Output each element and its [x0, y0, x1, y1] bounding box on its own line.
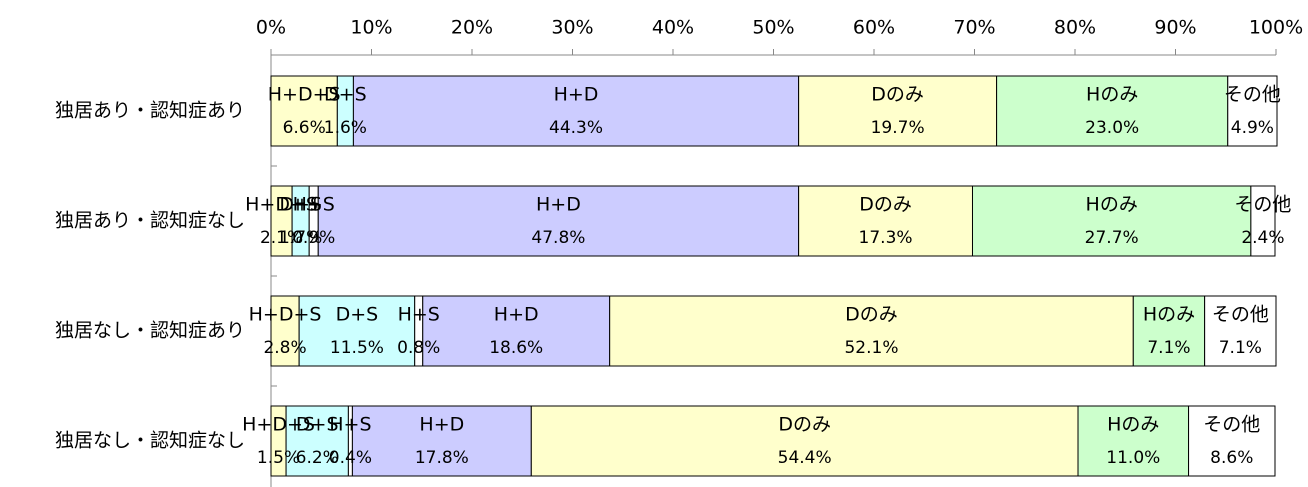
x-tick-label: 70%	[953, 17, 995, 39]
bar-segment	[798, 75, 998, 147]
segment-name: H+D	[554, 84, 599, 106]
segment-name: Hのみ	[1107, 414, 1159, 436]
value-label: 47.8%	[531, 228, 585, 248]
bar-segment	[609, 295, 1134, 367]
x-tick-label: 10%	[350, 17, 392, 39]
segment-name: H+S	[329, 414, 371, 436]
segment-name: H+D	[494, 304, 539, 326]
value-label: 52.1%	[844, 338, 898, 358]
value-label: 1.6%	[324, 118, 367, 138]
x-tick-label: 30%	[551, 17, 593, 39]
bar-segment	[317, 185, 800, 257]
value-label: 4.9%	[1231, 118, 1274, 138]
segment-name: H+D+S	[268, 84, 341, 106]
segment-name: その他	[1224, 84, 1281, 106]
bar-segment	[530, 405, 1079, 477]
segment-name: D+S	[279, 194, 322, 216]
value-label: 8.6%	[1210, 448, 1253, 468]
segment-name: D+S	[324, 84, 367, 106]
segment-name: D+S	[336, 304, 379, 326]
bar-segment	[798, 185, 973, 257]
x-tick-label: 20%	[451, 17, 493, 39]
value-label: 0.4%	[329, 448, 372, 468]
value-label: 17.3%	[859, 228, 913, 248]
value-label: 19.7%	[871, 118, 925, 138]
value-label: 1.5%	[257, 448, 300, 468]
category-label: 独居あり・認知症あり	[55, 100, 245, 122]
segment-name: Dのみ	[859, 194, 912, 216]
value-label: 2.4%	[1241, 228, 1284, 248]
segment-name: その他	[1212, 304, 1269, 326]
segment-name: H+D+S	[245, 194, 318, 216]
value-label: 44.3%	[549, 118, 603, 138]
bar-segment	[285, 405, 349, 477]
segment-name: Dのみ	[871, 84, 924, 106]
bar-segment	[298, 295, 416, 367]
bar-segment	[351, 405, 532, 477]
x-tick-label: 100%	[1249, 17, 1303, 39]
value-label: 6.2%	[296, 448, 339, 468]
value-label: 18.6%	[489, 338, 543, 358]
category-label: 独居なし・認知症あり	[55, 320, 245, 342]
segment-name: Hのみ	[1086, 194, 1138, 216]
value-label: 2.8%	[263, 338, 306, 358]
value-label: 2.1%	[260, 228, 303, 248]
segment-name: その他	[1234, 194, 1291, 216]
bar-segment	[1188, 405, 1276, 477]
segment-name: Dのみ	[845, 304, 898, 326]
value-label: 17.8%	[415, 448, 469, 468]
value-label: 11.5%	[330, 338, 384, 358]
segment-name: Hのみ	[1086, 84, 1138, 106]
value-label: 23.0%	[1085, 118, 1139, 138]
bar-segment	[1204, 295, 1277, 367]
value-label: 54.4%	[778, 448, 832, 468]
bar-segment	[270, 75, 338, 147]
value-label: 7.1%	[1219, 338, 1262, 358]
segment-name: H+D+S	[249, 304, 322, 326]
segment-name: H+D	[419, 414, 464, 436]
x-tick-label: 60%	[853, 17, 895, 39]
bar-segment	[270, 295, 300, 367]
bar-segment	[1250, 185, 1276, 257]
segment-name: その他	[1203, 414, 1260, 436]
segment-name: Dのみ	[778, 414, 831, 436]
value-label: 1.7%	[279, 228, 322, 248]
value-label: 11.0%	[1106, 448, 1160, 468]
segment-name: H+D+S	[242, 414, 315, 436]
x-tick-label: 80%	[1054, 17, 1096, 39]
bar-segment	[996, 75, 1229, 147]
x-tick-label: 90%	[1154, 17, 1196, 39]
value-label: 7.1%	[1147, 338, 1190, 358]
segment-name: D+S	[296, 414, 339, 436]
segment-name: H+S	[398, 304, 440, 326]
bar-segment	[1227, 75, 1278, 147]
value-label: 0.9%	[292, 228, 335, 248]
segment-name: H+S	[293, 194, 335, 216]
value-label: 0.8%	[397, 338, 440, 358]
value-label: 27.7%	[1085, 228, 1139, 248]
x-tick-label: 50%	[752, 17, 794, 39]
x-tick-label: 0%	[256, 17, 286, 39]
bar-segment	[422, 295, 611, 367]
category-label: 独居なし・認知症なし	[55, 430, 245, 452]
bar-segment	[352, 75, 800, 147]
category-label: 独居あり・認知症なし	[55, 210, 245, 232]
x-tick-label: 40%	[652, 17, 694, 39]
bar-segment	[1077, 405, 1190, 477]
segment-name: H+D	[536, 194, 581, 216]
value-label: 6.6%	[283, 118, 326, 138]
segment-name: Hのみ	[1143, 304, 1195, 326]
